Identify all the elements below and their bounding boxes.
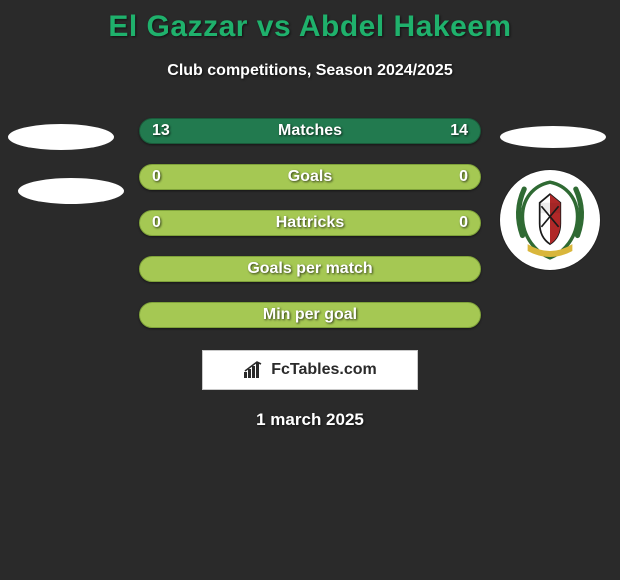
- left-badge-ellipse-1: [8, 124, 114, 150]
- stat-label: Matches: [278, 122, 342, 140]
- source-badge-text: FcTables.com: [271, 361, 377, 379]
- stat-row: 0 Hattricks 0: [139, 210, 481, 236]
- subtitle: Club competitions, Season 2024/2025: [0, 62, 620, 80]
- club-crest: [500, 170, 600, 270]
- stat-label: Min per goal: [263, 306, 357, 324]
- stat-right-value: 0: [459, 214, 468, 232]
- stat-row: 0 Goals 0: [139, 164, 481, 190]
- stat-row: 13 Matches 14: [139, 118, 481, 144]
- stat-label: Hattricks: [276, 214, 344, 232]
- left-badge-ellipse-2: [18, 178, 124, 204]
- stat-left-value: 13: [152, 122, 170, 140]
- snapshot-date: 1 march 2025: [0, 410, 620, 430]
- stat-left-value: 0: [152, 214, 161, 232]
- stat-label: Goals per match: [247, 260, 372, 278]
- source-badge: FcTables.com: [202, 350, 418, 390]
- title-text: El Gazzar vs Abdel Hakeem: [108, 10, 511, 43]
- stat-label: Goals: [288, 168, 332, 186]
- crest-icon: [507, 177, 593, 263]
- stat-row: Goals per match: [139, 256, 481, 282]
- right-badge-ellipse: [500, 126, 606, 148]
- stat-right-value: 14: [450, 122, 468, 140]
- stat-row: Min per goal: [139, 302, 481, 328]
- chart-icon: [243, 361, 265, 379]
- page-title: El Gazzar vs Abdel Hakeem: [0, 0, 620, 44]
- stat-left-value: 0: [152, 168, 161, 186]
- stat-right-value: 0: [459, 168, 468, 186]
